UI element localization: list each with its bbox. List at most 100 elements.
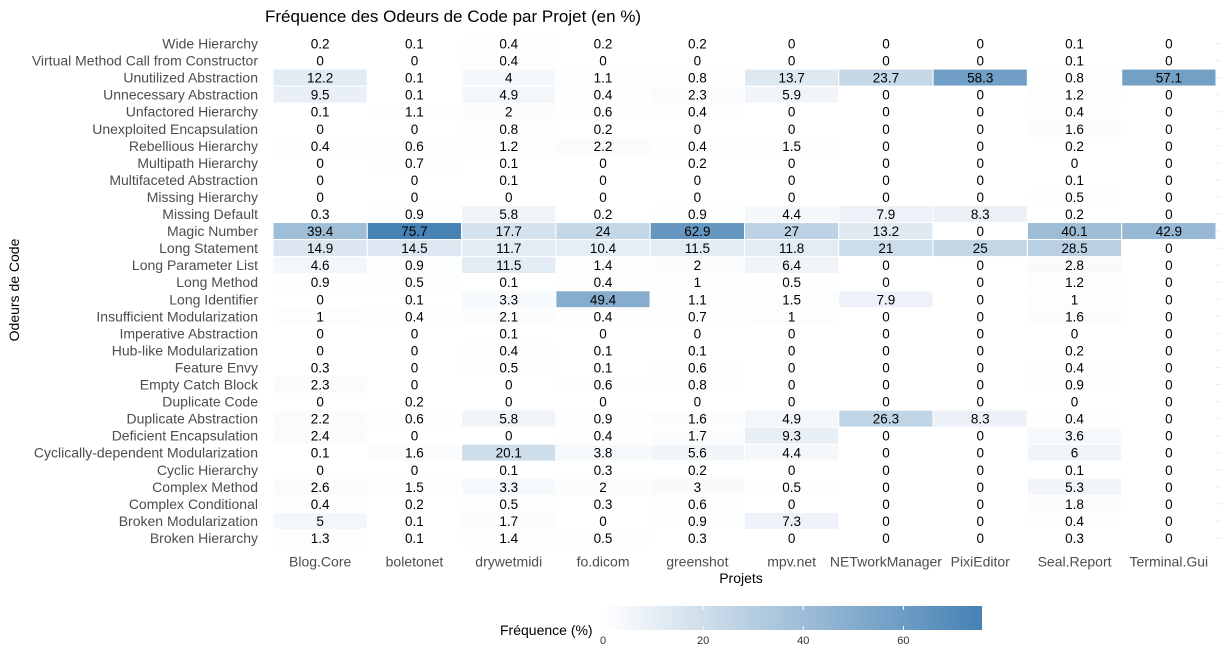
cell-value-label: 0.2 bbox=[688, 463, 707, 478]
cell-value-label: 0.3 bbox=[594, 463, 613, 478]
y-tick-label: Virtual Method Call from Constructor bbox=[32, 53, 258, 69]
cell-value-label: 0 bbox=[882, 343, 890, 358]
cell-value-label: 0 bbox=[788, 190, 796, 205]
y-tick-label: Duplicate Code bbox=[162, 394, 258, 410]
cell-value-label: 2 bbox=[599, 480, 607, 495]
cell-value-label: 0.9 bbox=[594, 412, 613, 427]
y-tick-label: Hub-like Modularization bbox=[112, 342, 258, 358]
cell-value-label: 0 bbox=[411, 378, 419, 393]
cell-value-label: 0 bbox=[882, 258, 890, 273]
cell-value-label: 0.4 bbox=[311, 497, 330, 512]
cell-value-label: 0.3 bbox=[311, 207, 330, 222]
cell-value-label: 4 bbox=[505, 71, 513, 86]
cell-value-label: 5.6 bbox=[688, 446, 707, 461]
cell-value-label: 0.4 bbox=[1065, 514, 1084, 529]
cell-value-label: 0.9 bbox=[1065, 378, 1084, 393]
cell-value-label: 0 bbox=[788, 531, 796, 546]
y-tick-label: Feature Envy bbox=[175, 359, 258, 375]
cell-value-label: 2.8 bbox=[1065, 258, 1084, 273]
cell-value-label: 0 bbox=[1165, 463, 1173, 478]
cell-value-label: 0 bbox=[882, 326, 890, 341]
x-tick-label: PixiEditor bbox=[951, 554, 1010, 570]
cell-value-label: 12.2 bbox=[307, 71, 333, 86]
cell-value-label: 2.1 bbox=[499, 309, 518, 324]
cell-value-label: 6.4 bbox=[782, 258, 801, 273]
cell-value-label: 2 bbox=[505, 105, 513, 120]
cell-value-label: 0 bbox=[788, 173, 796, 188]
cell-value-label: 0 bbox=[882, 156, 890, 171]
cell-value-label: 0 bbox=[976, 275, 984, 290]
cell-value-label: 0 bbox=[316, 395, 324, 410]
cell-value-label: 0.4 bbox=[405, 309, 424, 324]
cells-layer bbox=[272, 34, 1217, 548]
cell-value-label: 0 bbox=[882, 463, 890, 478]
cell-value-label: 9.3 bbox=[782, 429, 801, 444]
cell-value-label: 0 bbox=[1165, 190, 1173, 205]
legend-tick-label: 0 bbox=[600, 635, 606, 647]
cell-value-label: 0.4 bbox=[499, 343, 518, 358]
cell-value-label: 1.6 bbox=[688, 412, 707, 427]
cell-value-label: 0 bbox=[1165, 37, 1173, 52]
cell-value-label: 0 bbox=[976, 429, 984, 444]
cell-value-label: 6 bbox=[1071, 446, 1079, 461]
cell-value-label: 0 bbox=[316, 156, 324, 171]
cell-value-label: 1.5 bbox=[782, 139, 801, 154]
cell-value-label: 1.4 bbox=[594, 258, 613, 273]
cell-value-label: 0 bbox=[1165, 292, 1173, 307]
cell-value-label: 2.3 bbox=[688, 88, 707, 103]
cell-value-label: 0 bbox=[694, 173, 702, 188]
cell-value-label: 0 bbox=[882, 139, 890, 154]
x-tick-label: NETworkManager bbox=[830, 554, 942, 570]
cell-value-label: 0.3 bbox=[688, 531, 707, 546]
cell-value-label: 0.1 bbox=[405, 531, 424, 546]
cell-value-label: 0.4 bbox=[688, 139, 707, 154]
cell-value-label: 0.1 bbox=[499, 326, 518, 341]
cell-value-label: 0.6 bbox=[594, 378, 613, 393]
cell-value-label: 5.8 bbox=[499, 207, 518, 222]
cell-value-label: 1.3 bbox=[311, 531, 330, 546]
cell-value-label: 0 bbox=[788, 360, 796, 375]
y-tick-label: Magic Number bbox=[167, 223, 258, 239]
cell-value-label: 0.2 bbox=[1065, 139, 1084, 154]
x-tick-label: mpv.net bbox=[767, 554, 816, 570]
cell-value-label: 0 bbox=[882, 190, 890, 205]
cell-value-label: 0.6 bbox=[405, 412, 424, 427]
cell-value-label: 0 bbox=[1165, 156, 1173, 171]
cell-value-label: 0 bbox=[1165, 360, 1173, 375]
cell-value-label: 0 bbox=[316, 326, 324, 341]
cell-value-label: 0 bbox=[1165, 139, 1173, 154]
cell-value-label: 0 bbox=[411, 54, 419, 69]
cell-value-label: 3.3 bbox=[499, 292, 518, 307]
y-tick-label: Long Parameter List bbox=[132, 257, 258, 273]
cell-value-label: 0 bbox=[976, 343, 984, 358]
cell-value-label: 0 bbox=[599, 395, 607, 410]
y-tick-label: Long Statement bbox=[159, 240, 258, 256]
cell-value-label: 27 bbox=[784, 224, 799, 239]
cell-value-label: 0.7 bbox=[405, 156, 424, 171]
cell-value-label: 0.4 bbox=[499, 37, 518, 52]
legend-tick-label: 20 bbox=[697, 635, 709, 647]
cell-value-label: 0 bbox=[788, 122, 796, 137]
cell-value-label: 0.2 bbox=[688, 37, 707, 52]
y-tick-label: Broken Hierarchy bbox=[150, 530, 258, 546]
cell-value-label: 3.6 bbox=[1065, 429, 1084, 444]
cell-value-label: 0.1 bbox=[1065, 54, 1084, 69]
cell-value-label: 0 bbox=[1165, 480, 1173, 495]
x-tick-label: fo.dicom bbox=[577, 554, 630, 570]
cell-value-label: 0 bbox=[976, 54, 984, 69]
cell-value-label: 1.7 bbox=[688, 429, 707, 444]
legend-tick-label: 60 bbox=[897, 635, 909, 647]
cell-value-label: 0 bbox=[411, 429, 419, 444]
cell-value-label: 0 bbox=[411, 343, 419, 358]
cell-value-label: 62.9 bbox=[684, 224, 710, 239]
cell-value-label: 0 bbox=[788, 54, 796, 69]
cell-value-label: 0 bbox=[694, 122, 702, 137]
y-tick-label: Unnecessary Abstraction bbox=[103, 87, 258, 103]
cell-value-label: 0.1 bbox=[594, 360, 613, 375]
cell-value-label: 13.2 bbox=[873, 224, 899, 239]
cell-value-label: 0.1 bbox=[311, 105, 330, 120]
y-tick-label: Broken Modularization bbox=[119, 513, 258, 529]
cell-value-label: 0 bbox=[599, 173, 607, 188]
cell-value-label: 1.4 bbox=[499, 531, 518, 546]
